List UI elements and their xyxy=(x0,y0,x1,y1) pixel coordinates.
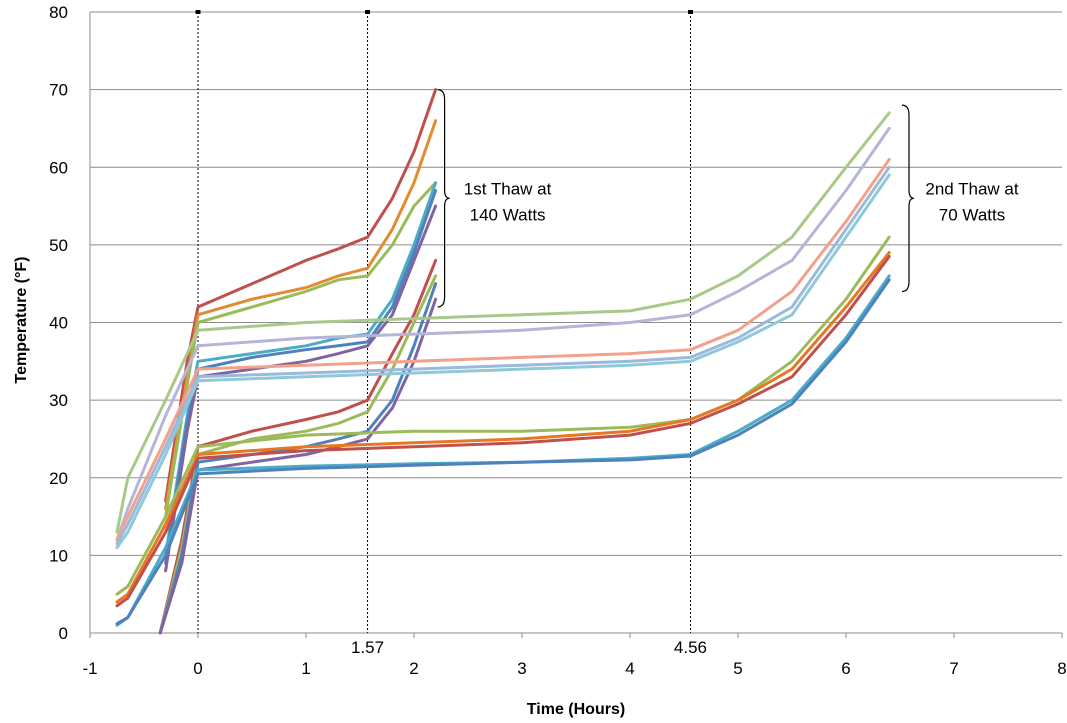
x-tick-label: 0 xyxy=(193,659,202,678)
series-line xyxy=(115,158,891,542)
y-tick-label: 10 xyxy=(49,546,68,565)
x-axis-title: Time (Hours) xyxy=(527,701,625,718)
x-tick-label: 3 xyxy=(517,659,526,678)
gridlines xyxy=(89,11,1063,638)
y-tick-label: 0 xyxy=(59,624,68,643)
series-line xyxy=(115,251,891,604)
x-tick-label: 7 xyxy=(949,659,958,678)
vertical-marker-cap xyxy=(365,10,371,14)
series-line xyxy=(115,111,891,534)
x-tick-label: 8 xyxy=(1057,659,1066,678)
series-line xyxy=(115,173,891,550)
y-tick-label: 80 xyxy=(49,3,68,22)
y-tick-label: 40 xyxy=(49,314,68,333)
annotation-text: 1st Thaw at xyxy=(464,179,552,198)
annotation-text: 140 Watts xyxy=(470,205,546,224)
y-tick-label: 20 xyxy=(49,469,68,488)
y-tick-label: 50 xyxy=(49,236,68,255)
x-tick-label: 2 xyxy=(409,659,418,678)
annotation-text: 2nd Thaw at xyxy=(925,179,1019,198)
series-lines xyxy=(115,88,891,635)
annotation-brace xyxy=(901,104,915,293)
vertical-marker-label: 1.57 xyxy=(351,638,384,657)
y-axis-title: Temperature (°F) xyxy=(13,256,30,383)
series-line xyxy=(164,181,438,519)
annotations: 1st Thaw at 140 Watts 2nd Thaw at 70 Watts xyxy=(437,89,1019,308)
x-tick-label: 5 xyxy=(733,659,742,678)
y-tick-label: 60 xyxy=(49,158,68,177)
x-tick-label: 4 xyxy=(625,659,634,678)
series-line xyxy=(164,88,438,503)
annotation-brace xyxy=(437,89,450,308)
series-line xyxy=(115,126,891,542)
vertical-marker-cap xyxy=(195,10,201,14)
vertical-marker-cap xyxy=(687,10,693,14)
annotation-text: 70 Watts xyxy=(939,205,1005,224)
series-line xyxy=(115,235,891,596)
vertical-markers: 1.57 4.56 xyxy=(195,10,707,657)
y-tick-label: 30 xyxy=(49,391,68,410)
series-line xyxy=(115,165,891,546)
series-line xyxy=(164,204,438,573)
x-tick-label: -1 xyxy=(82,659,97,678)
tick-labels: 0 10 20 30 40 50 60 70 80 -1 0 1 2 3 4 5 6 7 8 xyxy=(49,3,1067,678)
y-tick-label: 70 xyxy=(49,81,68,100)
series-line xyxy=(115,255,891,608)
x-tick-label: 6 xyxy=(841,659,850,678)
vertical-marker-label: 4.56 xyxy=(674,638,707,657)
series-line xyxy=(115,278,891,626)
x-tick-label: 1 xyxy=(301,659,310,678)
